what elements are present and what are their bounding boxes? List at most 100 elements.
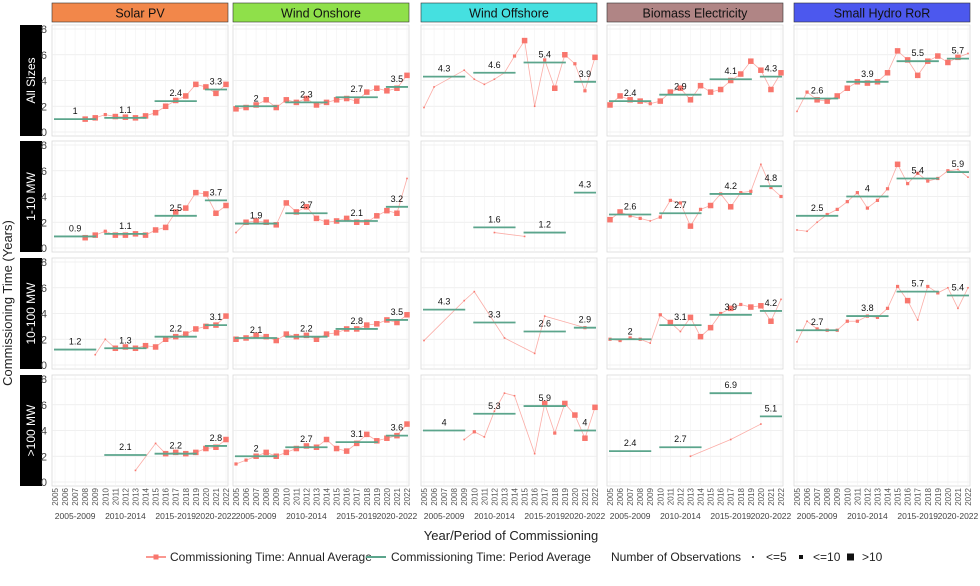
x-year-tick-label: 2014 — [323, 487, 332, 505]
annual-line-segment — [423, 86, 435, 108]
annual-point — [855, 191, 859, 195]
period-average-label: 1.9 — [250, 211, 263, 221]
annual-point — [142, 342, 149, 349]
annual-point — [727, 77, 734, 84]
annual-point — [760, 423, 762, 425]
annual-point — [293, 209, 300, 215]
facet-panel: 4.3 4.6 5.4 3.9 — [420, 24, 598, 137]
annual-point — [303, 204, 310, 210]
annual-point — [353, 440, 360, 447]
x-year-tick-label: 2005 — [606, 487, 615, 505]
annual-point — [394, 85, 400, 91]
period-average-label: 0.9 — [69, 223, 82, 233]
period-average-label: 1.3 — [119, 335, 132, 345]
facet-panel: 2.6 3.9 5.5 5.7 — [793, 24, 971, 137]
annual-point — [649, 342, 652, 344]
annual-point — [894, 161, 901, 168]
annual-line-segment — [750, 164, 762, 192]
annual-point — [193, 189, 199, 196]
annual-point — [343, 95, 350, 102]
annual-point — [273, 222, 279, 228]
annual-point — [719, 311, 723, 316]
annual-point — [617, 209, 623, 215]
annual-point — [769, 185, 773, 190]
annual-point — [904, 297, 911, 304]
annual-line-segment — [584, 57, 596, 91]
column-strip: Wind Onshore — [232, 2, 410, 23]
column-strip-label: Biomass Electricity — [643, 7, 749, 21]
period-average-label: 5.3 — [488, 401, 501, 411]
x-year-tick-label: 2006 — [616, 487, 625, 505]
x-period-tick-label: 2020-2022 — [377, 511, 418, 521]
annual-point — [926, 179, 930, 183]
annual-line-segment — [690, 317, 701, 337]
x-year-tick-label: 2019 — [373, 487, 382, 505]
annual-point — [698, 207, 703, 211]
annual-point — [142, 232, 149, 238]
annual-point — [583, 89, 587, 93]
annual-point — [323, 436, 330, 443]
annual-point — [780, 298, 782, 301]
annual-line-segment — [887, 164, 898, 189]
annual-point — [235, 231, 237, 234]
annual-point — [112, 232, 119, 238]
legend-obs-large-label: >10 — [862, 550, 883, 564]
period-average-label: 2.2 — [300, 324, 313, 334]
annual-point — [573, 62, 577, 66]
annual-point — [203, 191, 209, 197]
period-average-label: 2.4 — [624, 438, 637, 448]
annual-point — [283, 97, 290, 103]
x-period-tick-label: 2010-2014 — [105, 511, 146, 521]
annual-line-segment — [917, 173, 929, 182]
period-average-label: 1.2 — [69, 337, 82, 347]
annual-point — [844, 85, 851, 91]
annual-point — [796, 110, 798, 113]
x-year-tick-label: 2012 — [490, 487, 499, 505]
annual-point — [193, 449, 199, 456]
annual-point — [562, 400, 568, 407]
annual-point — [103, 229, 107, 233]
period-average-label: 2 — [254, 443, 259, 453]
y-tick-label: 6 — [41, 400, 47, 412]
annual-line-segment — [275, 202, 287, 225]
period-average-label: 4.2 — [724, 181, 737, 191]
annual-point — [533, 105, 536, 108]
column-strip-bg — [793, 2, 971, 23]
annual-point — [689, 455, 692, 458]
annual-point — [374, 321, 380, 327]
period-average-label: 1 — [73, 106, 78, 116]
x-year-tick-label: 2009 — [460, 487, 469, 505]
annual-point — [162, 224, 169, 231]
period-average-label: 2.4 — [169, 88, 182, 98]
x-year-tick-label: 2006 — [430, 487, 439, 505]
annual-point — [303, 332, 310, 339]
y-axis-title-group: Commissioning Time (Years) — [0, 220, 15, 386]
period-average-label: 2 — [254, 93, 259, 103]
annual-point — [253, 218, 259, 224]
annual-point — [592, 404, 598, 411]
facet-panel: 2.4 2.7 6.9 5.1 — [606, 374, 784, 487]
column-strip-bg — [232, 2, 410, 23]
annual-line-segment — [544, 315, 586, 329]
x-period-tick-label: 2005-2009 — [55, 511, 96, 521]
facet-panel — [793, 374, 971, 487]
annual-line-segment — [740, 190, 751, 194]
annual-line-segment — [690, 209, 701, 227]
annual-line-segment — [907, 300, 919, 321]
column-strip-label: Wind Onshore — [281, 7, 361, 21]
x-year-tick-label: 2011 — [480, 487, 489, 505]
annual-line-segment — [574, 414, 586, 439]
annual-point — [404, 312, 410, 318]
annual-line-segment — [836, 320, 848, 331]
annual-point — [895, 284, 900, 289]
facet-panel: 0.9 1.1 2.5 3.7 — [51, 140, 229, 253]
annual-point — [727, 204, 734, 210]
annual-line-segment — [504, 392, 515, 397]
annual-point — [364, 89, 370, 95]
annual-line-segment — [937, 170, 949, 179]
annual-point — [303, 95, 310, 102]
annual-point — [768, 318, 774, 324]
annual-point — [541, 400, 548, 407]
x-year-tick-label: 2020 — [383, 487, 392, 505]
annual-point — [374, 213, 380, 219]
